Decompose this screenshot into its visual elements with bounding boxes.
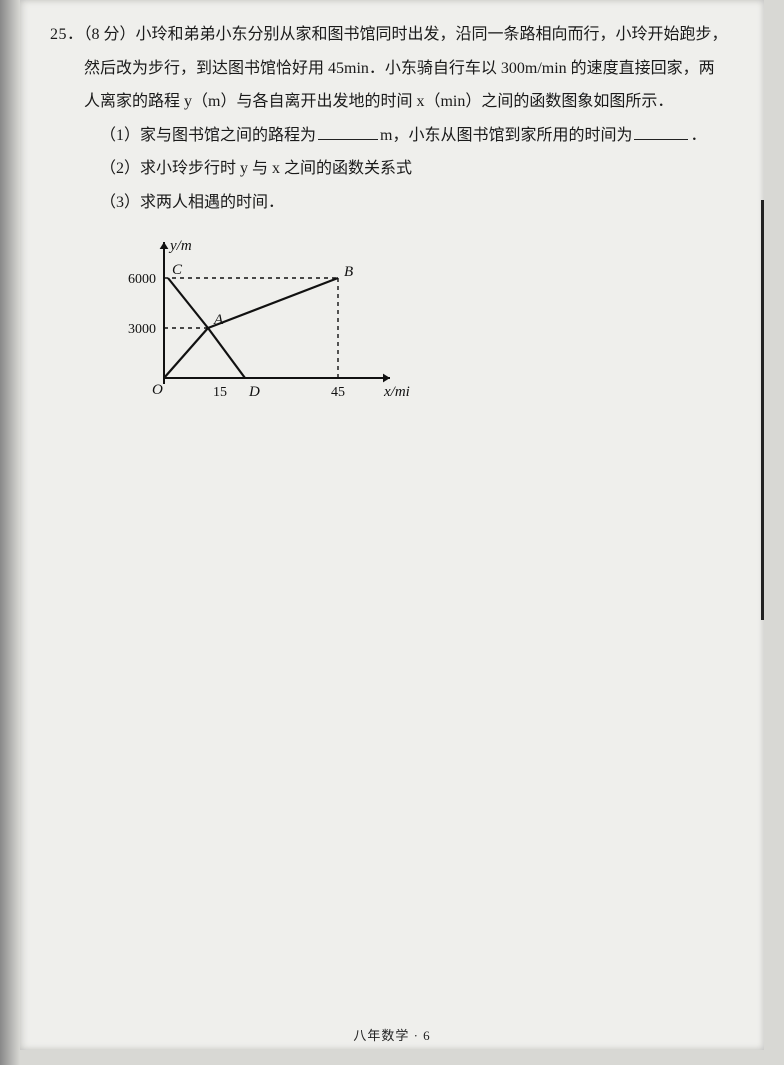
- q2-text: （2）求小玲步行时 y 与 x 之间的函数关系式: [100, 160, 412, 177]
- sub-question-1: （1）家与图书馆之间的路程为 m，小东从图书馆到家所用的时间为 ．: [50, 119, 724, 153]
- points-text: （8 分）: [84, 26, 136, 43]
- q3-text: （3）求两人相遇的时间．: [100, 194, 284, 211]
- page-right-dark-edge: [761, 200, 764, 620]
- problem-block: 25．（8 分）小玲和弟弟小东分别从家和图书馆同时出发，沿同一条路相向而行，小玲…: [20, 0, 764, 418]
- problem-line-3: 人离家的路程 y（m）与各自离开出发地的时间 x（min）之间的函数图象如图所示…: [50, 85, 724, 119]
- svg-text:3000: 3000: [128, 322, 156, 337]
- svg-text:15: 15: [213, 385, 227, 400]
- text-line-2: 然后改为步行，到达图书馆恰好用 45min．小东骑自行车以 300m/min 的…: [84, 60, 715, 77]
- function-graph: 3000 6000 15 45 O C B A Dy/m x/min: [110, 228, 410, 418]
- svg-text:45: 45: [331, 385, 345, 400]
- exam-page: 25．（8 分）小玲和弟弟小东分别从家和图书馆同时出发，沿同一条路相向而行，小玲…: [20, 0, 764, 1050]
- page-footer: 八年数学 · 6: [20, 1025, 764, 1044]
- chart-container: 3000 6000 15 45 O C B A Dy/m x/min: [110, 228, 724, 418]
- svg-text:C: C: [172, 262, 183, 278]
- problem-number: 25．: [50, 26, 84, 43]
- footer-text: 八年数学 · 6: [353, 1028, 430, 1043]
- svg-text:D: D: [248, 384, 260, 400]
- sub-question-2: （2）求小玲步行时 y 与 x 之间的函数关系式: [50, 152, 724, 186]
- svg-text:x/min: x/min: [383, 384, 410, 400]
- q1-mid: m，小东从图书馆到家所用的时间为: [380, 127, 632, 144]
- svg-text:y/m: y/m: [168, 238, 192, 254]
- text-line-3: 人离家的路程 y（m）与各自离开出发地的时间 x（min）之间的函数图象如图所示…: [84, 93, 673, 110]
- num-text: 25: [50, 26, 67, 43]
- text-line-1: 小玲和弟弟小东分别从家和图书馆同时出发，沿同一条路相向而行，小玲开始跑步，: [136, 26, 728, 43]
- q1-end: ．: [690, 127, 706, 144]
- blank-1: [318, 123, 378, 140]
- problem-line-1: 25．（8 分）小玲和弟弟小东分别从家和图书馆同时出发，沿同一条路相向而行，小玲…: [50, 18, 724, 52]
- svg-text:6000: 6000: [128, 272, 156, 287]
- page-left-shadow: [0, 0, 20, 1065]
- q1-pre: （1）家与图书馆之间的路程为: [100, 127, 316, 144]
- svg-text:B: B: [344, 264, 353, 280]
- svg-text:O: O: [152, 382, 163, 398]
- problem-line-2: 然后改为步行，到达图书馆恰好用 45min．小东骑自行车以 300m/min 的…: [50, 52, 724, 86]
- svg-text:A: A: [213, 312, 224, 328]
- blank-2: [634, 123, 688, 140]
- sub-question-3: （3）求两人相遇的时间．: [50, 186, 724, 220]
